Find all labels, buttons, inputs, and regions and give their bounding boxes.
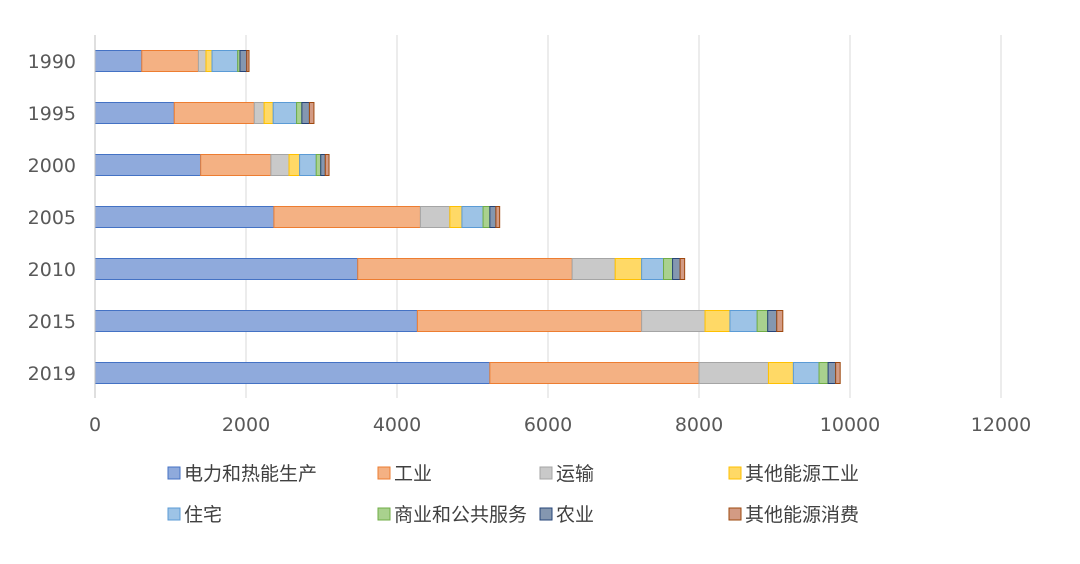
bar-segment: [324, 154, 330, 176]
bar-segment: [197, 50, 207, 72]
bar-segment: [767, 362, 794, 384]
bar-segment: [672, 258, 681, 280]
bar-segment: [94, 362, 491, 384]
bar-segment: [641, 258, 665, 280]
legend-swatch: [539, 507, 553, 521]
legend-label: 商业和公共服务: [394, 504, 527, 526]
legend-label: 住宅: [184, 504, 222, 526]
bar-segment: [704, 310, 731, 332]
gridlines: [245, 35, 1002, 398]
y-tick-label: 1990: [28, 51, 76, 73]
bar-segment: [320, 154, 326, 176]
legend-swatch: [167, 507, 181, 521]
y-tick-label: 2010: [28, 259, 76, 281]
legend-label: 运输: [556, 463, 594, 485]
bar-segment: [729, 310, 758, 332]
bar-segment: [482, 206, 491, 228]
bar-segment: [263, 102, 274, 124]
bar-segment: [94, 206, 275, 228]
bar-segment: [827, 362, 837, 384]
bar-segment: [246, 50, 250, 72]
bar-segment: [489, 206, 497, 228]
y-tick-label: 2019: [28, 363, 76, 385]
bar-segment: [679, 258, 686, 280]
bar-segment: [273, 206, 421, 228]
bar-segment: [173, 102, 255, 124]
bar-segment: [641, 310, 706, 332]
bar-segment: [94, 258, 359, 280]
legend-label: 其他能源工业: [745, 463, 859, 485]
legend-label: 电力和热能生产: [184, 463, 317, 485]
bar-segment: [461, 206, 484, 228]
bar-segment: [449, 206, 463, 228]
x-tick-label: 0: [89, 414, 101, 436]
legend-label: 工业: [394, 463, 432, 485]
bar-segment: [756, 310, 769, 332]
bar-segment: [94, 154, 202, 176]
bar-segment: [698, 362, 769, 384]
x-tick-label: 6000: [524, 414, 572, 436]
legend-swatch: [728, 507, 742, 521]
bar-segment: [94, 310, 418, 332]
x-tick-label: 2000: [222, 414, 270, 436]
legend-label: 其他能源消费: [745, 504, 859, 526]
bar-segment: [416, 310, 643, 332]
bar-segment: [270, 154, 290, 176]
axes: 0 2000 4000 6000 8000 10000 12000 1990 1995 2000 2…: [28, 35, 1031, 436]
bar-segment: [614, 258, 643, 280]
x-tick-label: 4000: [373, 414, 421, 436]
bar-segment: [288, 154, 301, 176]
bar-segment: [792, 362, 820, 384]
bar-segment: [211, 50, 239, 72]
bar-segment: [141, 50, 199, 72]
bar-segment: [296, 102, 303, 124]
bar-segment: [200, 154, 272, 176]
x-tick-label: 8000: [675, 414, 723, 436]
legend-swatch: [377, 466, 391, 480]
bar-segment: [94, 102, 175, 124]
bar-segment: [253, 102, 265, 124]
bar-segment: [315, 154, 322, 176]
y-tick-label: 1995: [28, 103, 76, 125]
bar-segment: [301, 102, 310, 124]
bar-segment: [495, 206, 501, 228]
x-tick-label: 10000: [820, 414, 880, 436]
bar-segment: [205, 50, 213, 72]
bar-segment: [94, 50, 143, 72]
bar-segment: [357, 258, 573, 280]
bar-segment: [663, 258, 674, 280]
legend-swatch: [539, 466, 553, 480]
bar-segment: [835, 362, 841, 384]
x-tick-label: 12000: [971, 414, 1031, 436]
bar-segment: [299, 154, 317, 176]
bar-segment: [776, 310, 784, 332]
legend-label: 农业: [556, 504, 594, 526]
bar-segment: [489, 362, 700, 384]
bars: [94, 50, 841, 384]
bar-segment: [239, 50, 248, 72]
bar-segment: [571, 258, 616, 280]
legend-swatch: [167, 466, 181, 480]
bar-segment: [308, 102, 315, 124]
y-tick-label: 2015: [28, 311, 76, 333]
bar-segment: [818, 362, 829, 384]
y-tick-label: 2005: [28, 207, 76, 229]
legend-swatch: [728, 466, 742, 480]
bar-segment: [767, 310, 778, 332]
bar-segment: [272, 102, 298, 124]
legend-swatch: [377, 507, 391, 521]
y-tick-label: 2000: [28, 155, 76, 177]
bar-segment: [419, 206, 451, 228]
